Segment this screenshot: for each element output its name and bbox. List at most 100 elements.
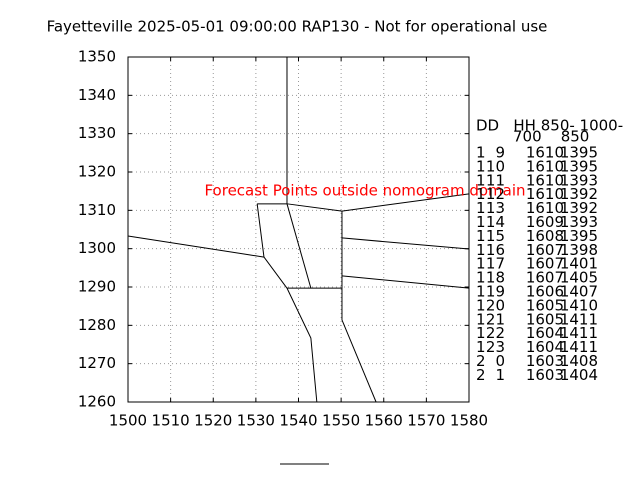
table-cell: 1607 xyxy=(526,269,564,287)
table-cell: 1 xyxy=(476,283,486,301)
table-cell: 1607 xyxy=(526,241,564,259)
table-cell: 1 xyxy=(476,144,486,162)
table-cell: 1 xyxy=(476,338,486,356)
table-cell: 1405 xyxy=(560,269,598,287)
table-cell: 11 xyxy=(486,171,505,189)
table-cell: 20 xyxy=(486,296,505,314)
y-tick-label: 1350 xyxy=(78,48,116,66)
table-cell: 21 xyxy=(486,310,505,328)
table-cell: 16 xyxy=(486,241,505,259)
table-cell: 1603 xyxy=(526,352,564,370)
table-cell: 9 xyxy=(495,144,505,162)
table-header: DD HH 850- 1000- xyxy=(476,117,623,135)
table-cell: 10 xyxy=(486,157,505,175)
y-tick-label: 1340 xyxy=(78,86,116,104)
y-tick-label: 1290 xyxy=(78,278,116,296)
x-tick-label: 1500 xyxy=(109,412,147,430)
y-tick-label: 1280 xyxy=(78,316,116,334)
table-cell: 1411 xyxy=(560,324,598,342)
table-cell: 1 xyxy=(476,171,486,189)
nomogram-line xyxy=(127,235,265,258)
table-cell: 1608 xyxy=(526,227,564,245)
x-tick-label: 1560 xyxy=(365,412,403,430)
table-cell: 1 xyxy=(476,213,486,231)
table-cell: 15 xyxy=(486,227,505,245)
table-cell: 1 xyxy=(476,185,486,203)
nomogram-line xyxy=(341,275,470,289)
plot-frame xyxy=(127,56,470,403)
table-cell: 13 xyxy=(486,199,505,217)
x-tick-label: 1510 xyxy=(152,412,190,430)
table-cell: 1604 xyxy=(526,324,564,342)
table-cell: 1 xyxy=(476,241,486,259)
table-cell: 1395 xyxy=(560,227,598,245)
table-cell: 1395 xyxy=(560,144,598,162)
x-tick-label: 1580 xyxy=(450,412,488,430)
table-cell: 1408 xyxy=(560,352,598,370)
table-cell: 22 xyxy=(486,324,505,342)
table-cell: 18 xyxy=(486,269,505,287)
table-cell: 1404 xyxy=(560,366,598,384)
table-cell: 1 xyxy=(476,296,486,314)
table-cell: 1395 xyxy=(560,157,598,175)
y-tick-label: 1320 xyxy=(78,163,116,181)
table-cell: 1610 xyxy=(526,157,564,175)
nomogram-line xyxy=(286,287,318,403)
table-cell: 1605 xyxy=(526,296,564,314)
table-cell: 1411 xyxy=(560,338,598,356)
table-cell: 1607 xyxy=(526,255,564,273)
y-tick-label: 1260 xyxy=(78,393,116,411)
table-cell: 1610 xyxy=(526,199,564,217)
y-tick-label: 1330 xyxy=(78,124,116,142)
table-cell: 1393 xyxy=(560,213,598,231)
x-tick-label: 1570 xyxy=(407,412,445,430)
x-tick-label: 1520 xyxy=(194,412,232,430)
nomogram-line xyxy=(341,237,470,250)
y-tick-label: 1270 xyxy=(78,354,116,372)
table-cell: 1610 xyxy=(526,185,564,203)
table-cell: 1603 xyxy=(526,366,564,384)
table-cell: 19 xyxy=(486,283,505,301)
table-cell: 1 xyxy=(476,310,486,328)
table-cell: 1392 xyxy=(560,185,598,203)
table-cell: 0 xyxy=(495,352,505,370)
y-tick-label: 1310 xyxy=(78,201,116,219)
table-cell: 1 xyxy=(476,199,486,217)
table-cell: 1392 xyxy=(560,199,598,217)
x-tick-label: 1550 xyxy=(322,412,360,430)
table-cell: 1398 xyxy=(560,241,598,259)
table-cell: 23 xyxy=(486,338,505,356)
table-cell: 1 xyxy=(476,269,486,287)
table-cell: 1401 xyxy=(560,255,598,273)
table-cell: 12 xyxy=(486,185,505,203)
annotation: Forecast Points outside nomogram domain xyxy=(204,182,525,200)
table-cell: 1610 xyxy=(526,171,564,189)
chart-title: Fayetteville 2025-05-01 09:00:00 RAP130 … xyxy=(47,18,548,36)
table-cell: 1411 xyxy=(560,310,598,328)
table-cell: 1410 xyxy=(560,296,598,314)
table-cell: 1407 xyxy=(560,283,598,301)
x-tick-label: 1540 xyxy=(279,412,317,430)
table-cell: 1 xyxy=(476,227,486,245)
table-header: 700 850 xyxy=(513,128,589,146)
table-cell: 1609 xyxy=(526,213,564,231)
table-cell: 1606 xyxy=(526,283,564,301)
table-cell: 17 xyxy=(486,255,505,273)
table-cell: 2 xyxy=(476,352,486,370)
table-cell: 1605 xyxy=(526,310,564,328)
table-cell: 2 xyxy=(476,366,486,384)
nomogram-line xyxy=(256,203,288,289)
table-cell: 1610 xyxy=(526,144,564,162)
table-cell: 1604 xyxy=(526,338,564,356)
y-tick-label: 1300 xyxy=(78,239,116,257)
table-cell: 14 xyxy=(486,213,505,231)
table-cell: 1 xyxy=(495,366,505,384)
table-cell: 1 xyxy=(476,255,486,273)
nomogram-line xyxy=(341,319,377,403)
table-cell: 1 xyxy=(476,157,486,175)
table-cell: 1393 xyxy=(560,171,598,189)
x-tick-label: 1530 xyxy=(237,412,275,430)
table-cell: 1 xyxy=(476,324,486,342)
